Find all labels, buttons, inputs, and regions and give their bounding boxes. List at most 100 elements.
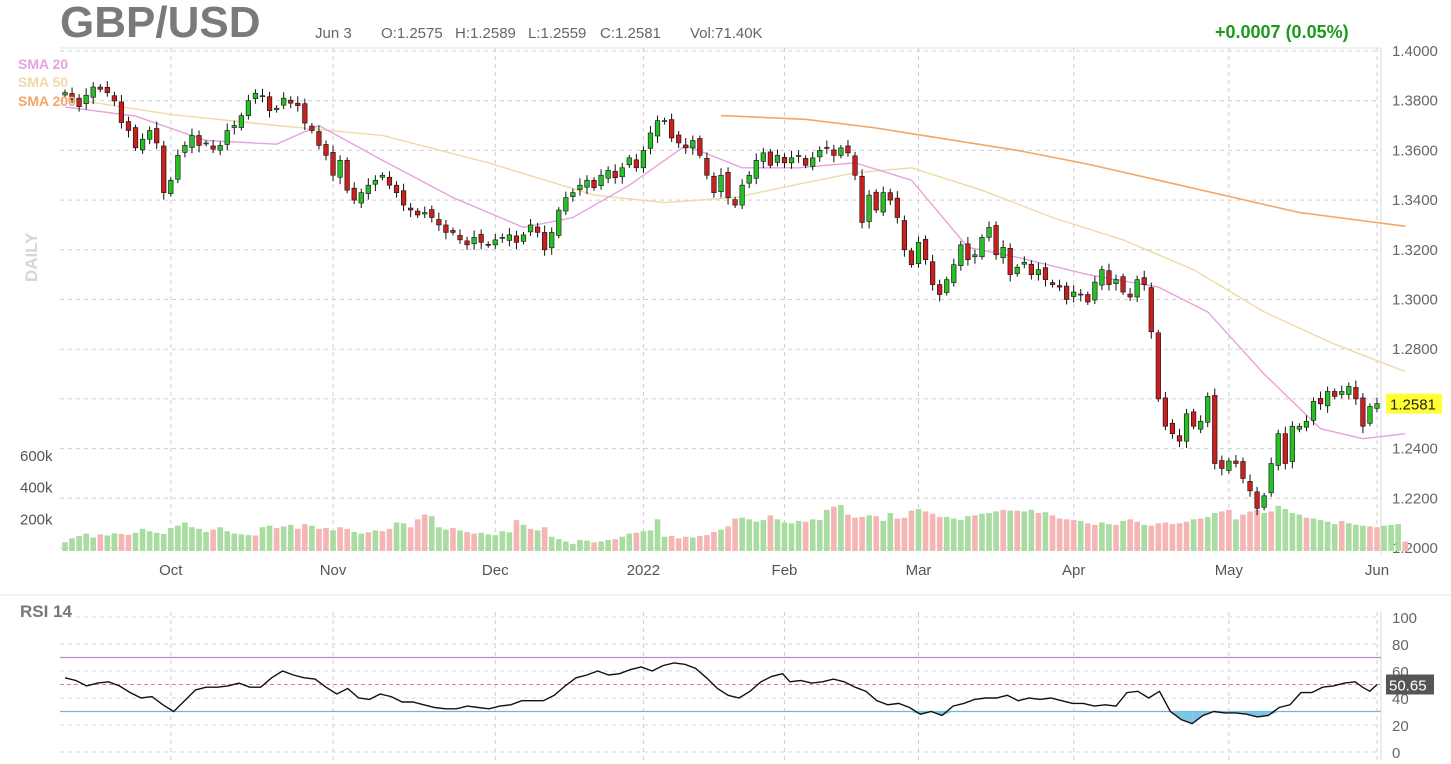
volume-bar bbox=[993, 511, 999, 551]
rsi-value-label: 50.65 bbox=[1389, 678, 1427, 695]
volume-bar bbox=[1169, 524, 1176, 551]
close-value: C:1.2581 bbox=[600, 25, 661, 42]
candle-body bbox=[944, 279, 950, 293]
volume-bar bbox=[682, 536, 689, 551]
volume-bar bbox=[1155, 523, 1162, 551]
volume-bar bbox=[1310, 518, 1317, 551]
volume-bar bbox=[344, 528, 350, 551]
candle-body bbox=[1141, 277, 1147, 285]
volume-bar bbox=[400, 523, 407, 551]
rsi-oversold-fill bbox=[1192, 711, 1204, 724]
volume-bar bbox=[407, 527, 414, 551]
candle-body bbox=[316, 131, 322, 146]
candle-body bbox=[1219, 460, 1225, 469]
volume-bar bbox=[1070, 520, 1077, 551]
volume-bar bbox=[809, 519, 816, 551]
candle-body bbox=[1268, 463, 1274, 494]
candle-body bbox=[422, 212, 428, 215]
candle-body bbox=[478, 234, 484, 243]
candle-body bbox=[739, 184, 745, 206]
candle-body bbox=[266, 96, 273, 111]
legend-sma200[interactable]: SMA 200 bbox=[18, 93, 76, 109]
candle-body bbox=[1085, 294, 1091, 303]
volume-bar bbox=[1092, 524, 1098, 551]
rsi-tick-label: 0 bbox=[1392, 745, 1400, 762]
volume-bar bbox=[781, 522, 788, 551]
month-tick-label: 2022 bbox=[627, 562, 660, 579]
candle-body bbox=[1056, 285, 1063, 288]
candle-body bbox=[400, 190, 407, 206]
candle-body bbox=[1120, 276, 1126, 293]
candle-body bbox=[499, 237, 505, 239]
legend-sma50[interactable]: SMA 50 bbox=[18, 74, 69, 90]
candle-body bbox=[161, 145, 167, 193]
volume-bar bbox=[1360, 525, 1366, 551]
candle-body bbox=[845, 145, 851, 154]
candle-body bbox=[309, 125, 315, 131]
candle-body bbox=[365, 184, 371, 194]
candle-body bbox=[774, 155, 781, 163]
candle-body bbox=[831, 149, 837, 156]
candle-body bbox=[344, 160, 350, 191]
candle-body bbox=[760, 152, 766, 162]
volume-bar bbox=[118, 533, 125, 551]
candle-body bbox=[986, 227, 992, 238]
candle-body bbox=[647, 132, 654, 149]
volume-bar bbox=[175, 525, 181, 551]
candle-body bbox=[1317, 398, 1324, 405]
sma200-line bbox=[720, 114, 1406, 227]
volume-bar bbox=[958, 520, 964, 551]
volume-bar bbox=[845, 514, 851, 551]
candle-body bbox=[1261, 495, 1267, 508]
candle-body bbox=[753, 160, 759, 179]
volume-bar bbox=[880, 520, 887, 551]
volume-bar bbox=[132, 532, 139, 551]
candle-body bbox=[358, 192, 364, 204]
candle-body bbox=[1226, 460, 1232, 471]
candle-body bbox=[429, 209, 435, 218]
candle-body bbox=[1064, 285, 1070, 300]
low-value: L:1.2559 bbox=[528, 25, 587, 42]
candle-body bbox=[76, 97, 82, 107]
volume-bar bbox=[760, 520, 767, 551]
candle-body bbox=[281, 97, 287, 106]
candle-body bbox=[1346, 386, 1352, 395]
volume-bar bbox=[266, 525, 273, 551]
volume-bar bbox=[146, 531, 153, 551]
candle-body bbox=[288, 99, 294, 104]
price-tick-label: 1.2800 bbox=[1392, 341, 1438, 358]
volume-tick-label: 400k bbox=[20, 480, 53, 497]
volume-bar bbox=[633, 532, 640, 551]
candle-body bbox=[824, 147, 830, 149]
volume-bar bbox=[471, 533, 477, 551]
volume-bar bbox=[97, 534, 104, 551]
volume-bar bbox=[570, 543, 576, 551]
volume-bar bbox=[866, 515, 872, 551]
candle-body bbox=[619, 167, 625, 178]
candle-body bbox=[556, 209, 562, 236]
candle-body bbox=[231, 125, 237, 128]
candle-body bbox=[450, 230, 456, 233]
volume-bar bbox=[901, 517, 908, 551]
candle-body bbox=[570, 192, 576, 197]
candle-body bbox=[803, 158, 809, 166]
volume-bar bbox=[1127, 519, 1133, 551]
candle-body bbox=[210, 145, 216, 150]
candle-body bbox=[506, 234, 512, 241]
month-tick-label: Feb bbox=[772, 562, 798, 579]
volume-bar bbox=[1268, 511, 1274, 551]
volume-bar bbox=[450, 528, 456, 551]
candle-body bbox=[1028, 263, 1034, 275]
legend-sma20[interactable]: SMA 20 bbox=[18, 56, 69, 72]
price-tick-label: 1.2200 bbox=[1392, 490, 1438, 507]
volume-bar bbox=[273, 528, 280, 551]
candle-body bbox=[542, 232, 548, 251]
volume-bar bbox=[1219, 511, 1225, 551]
candle-body bbox=[337, 160, 343, 178]
volume-bar bbox=[464, 532, 470, 551]
volume-bar bbox=[591, 542, 597, 551]
candle-body bbox=[1035, 269, 1042, 275]
candle-body bbox=[1191, 411, 1197, 427]
volume-bar bbox=[1247, 511, 1253, 551]
